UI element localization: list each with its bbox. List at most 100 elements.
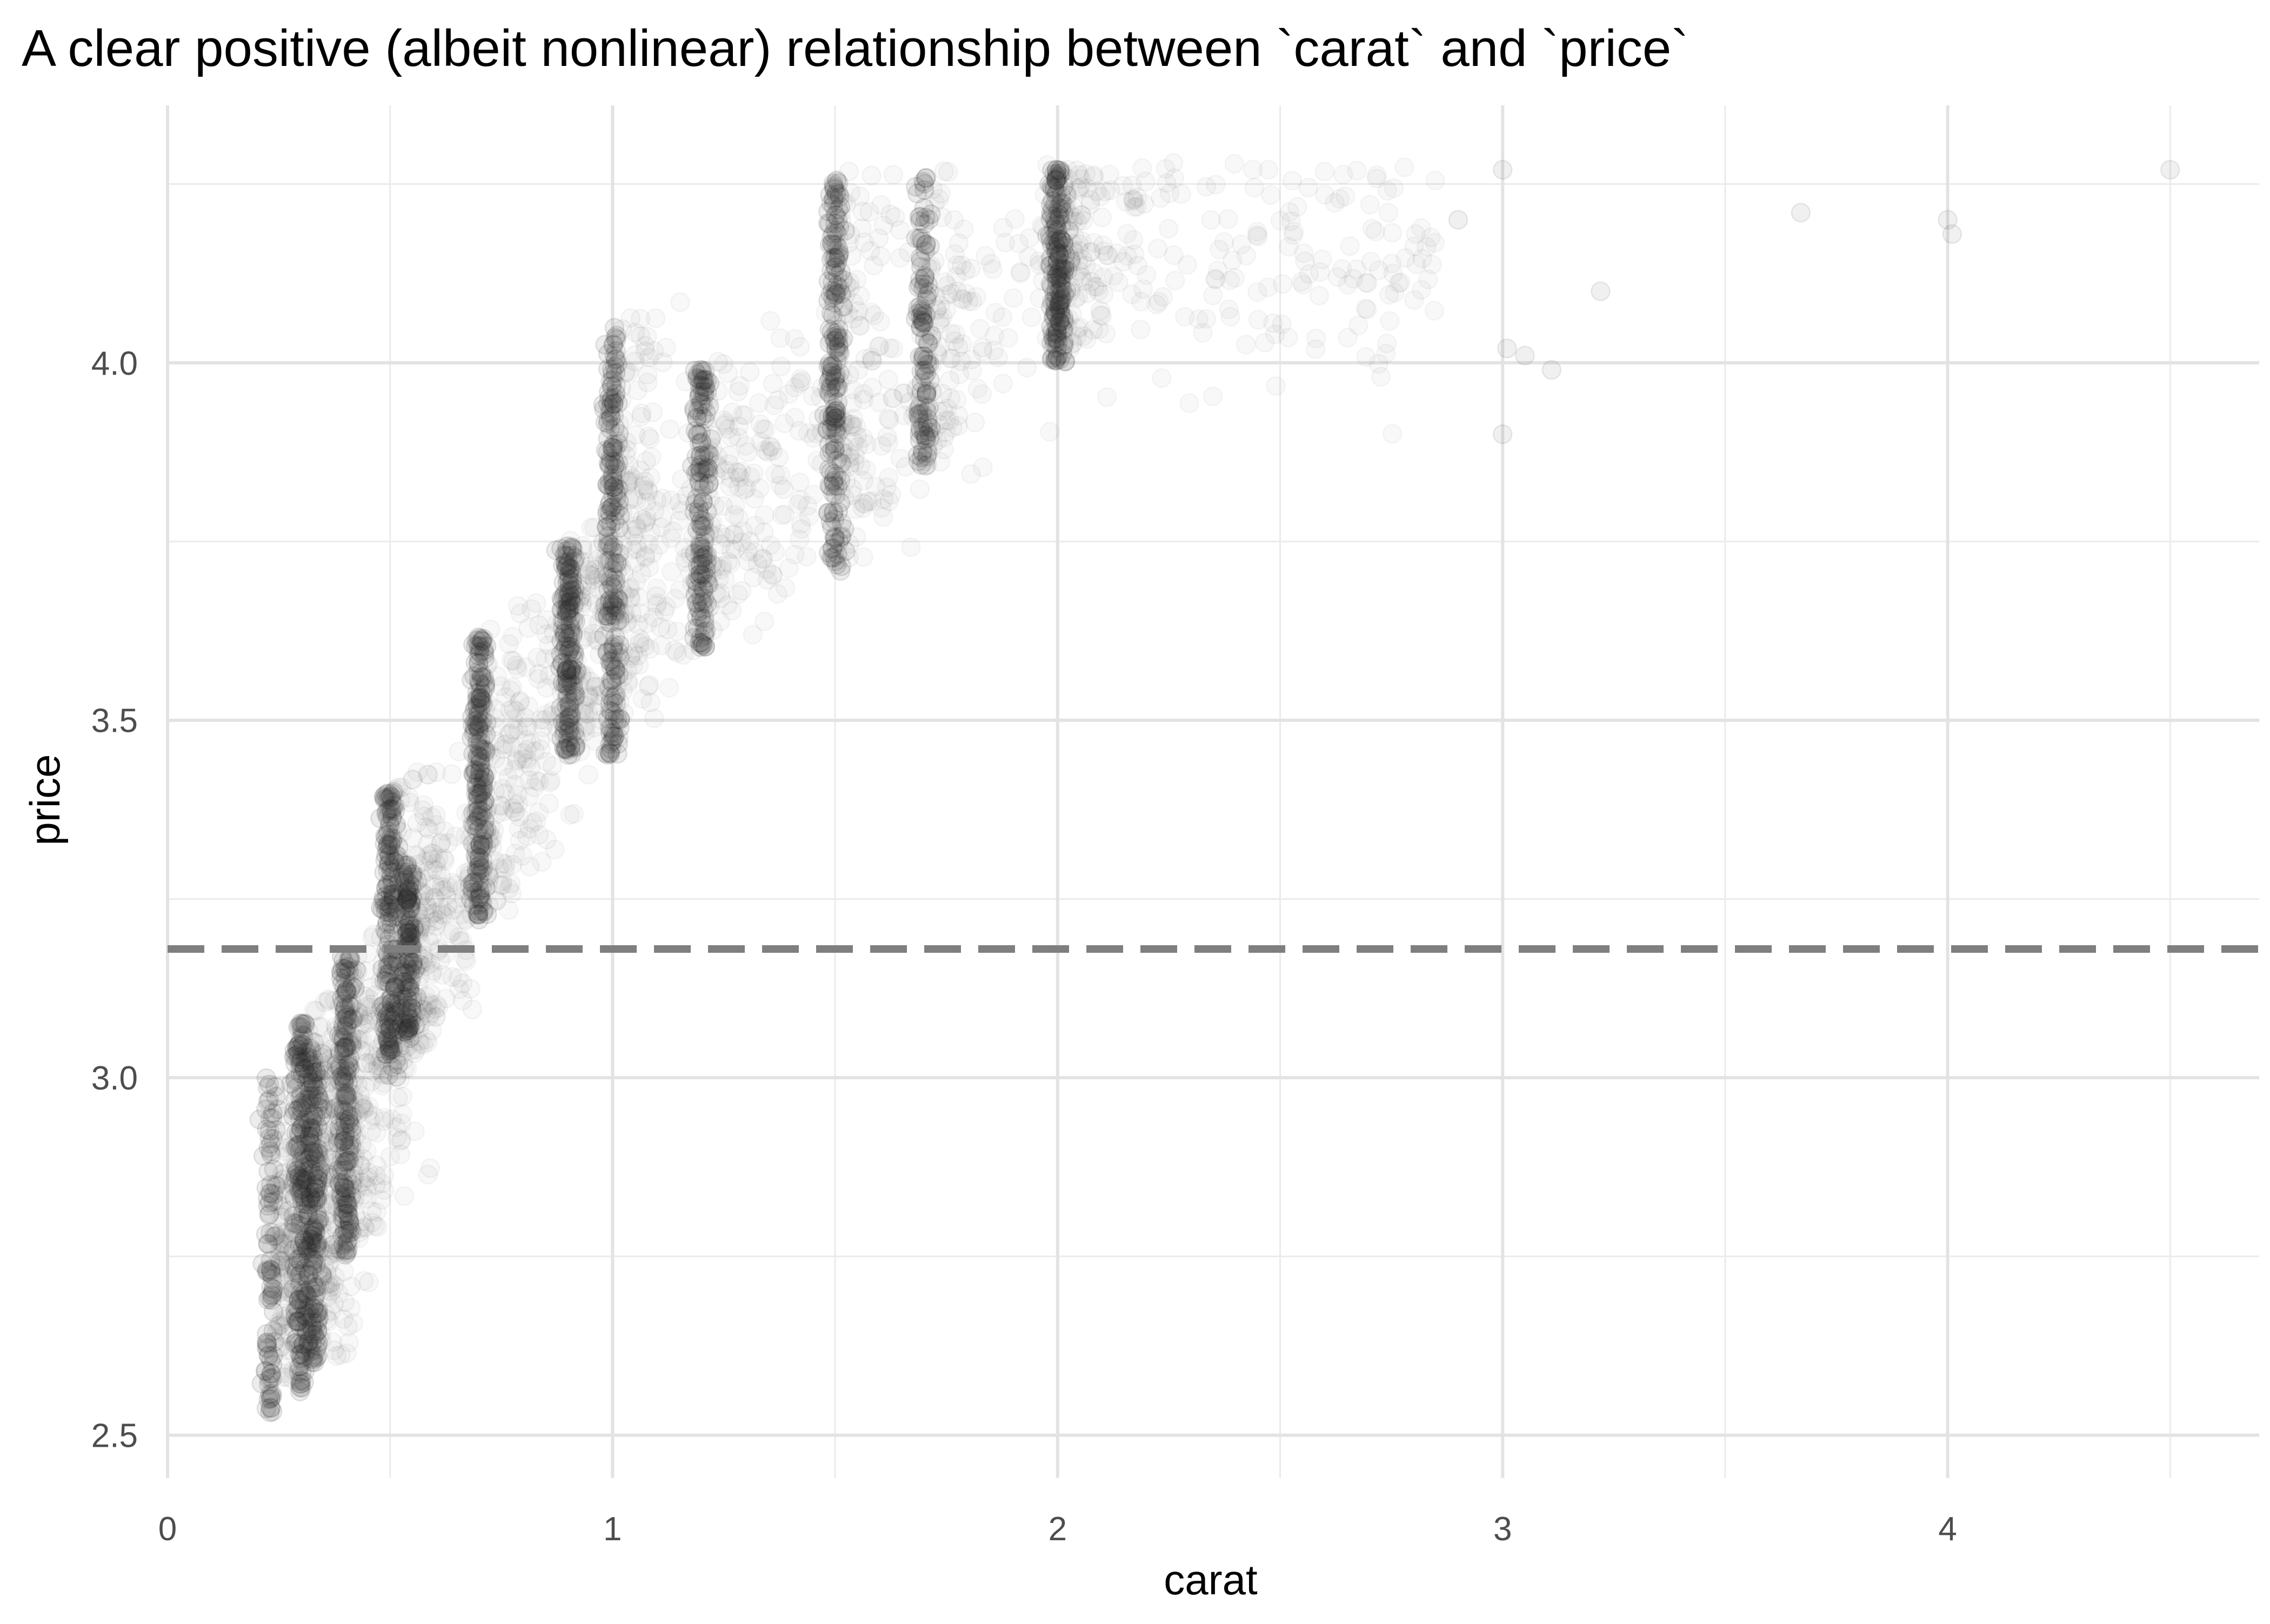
- scatter-point: [300, 1187, 320, 1207]
- y-tick-label: 3.0: [91, 1060, 138, 1097]
- scatter-point: [318, 1254, 338, 1274]
- scatter-point: [306, 1257, 326, 1278]
- scatter-point: [1149, 291, 1169, 312]
- scatter-point: [308, 1246, 328, 1266]
- scatter-point: [1236, 335, 1256, 355]
- scatter-point: [662, 562, 682, 582]
- scatter-point: [259, 1346, 279, 1366]
- scatter-point: [292, 1238, 313, 1259]
- scatter-point: [259, 1205, 279, 1225]
- scatter-point: [1247, 222, 1267, 242]
- scatter-point: [324, 1275, 344, 1295]
- scatter-point: [289, 1265, 309, 1286]
- scatter-point: [305, 1217, 325, 1238]
- scatter-point: [263, 1191, 283, 1212]
- scatter-point: [290, 1134, 311, 1154]
- scatter-point: [306, 1177, 326, 1197]
- scatter-point: [721, 539, 741, 559]
- scatter-point: [292, 1362, 312, 1383]
- scatter-point: [307, 1187, 327, 1207]
- scatter-point: [689, 499, 709, 519]
- scatter-point: [304, 1295, 325, 1315]
- scatter-point: [309, 1061, 329, 1081]
- grid-layer: [166, 105, 2259, 1478]
- scatter-point: [304, 1326, 324, 1346]
- scatter-point: [382, 830, 402, 850]
- scatter-point: [322, 1273, 342, 1293]
- scatter-point: [555, 681, 575, 701]
- scatter-point: [298, 1051, 319, 1071]
- scatter-point: [637, 613, 658, 633]
- scatter-point: [301, 1194, 322, 1214]
- scatter-point: [985, 303, 1005, 323]
- scatter-point: [290, 1125, 310, 1145]
- scatter-point: [304, 1182, 325, 1203]
- scatter-point: [301, 1296, 321, 1316]
- scatter-point: [272, 1336, 292, 1356]
- scatter-point: [291, 1378, 312, 1398]
- scatter-point: [339, 1033, 359, 1053]
- scatter-point: [1515, 345, 1535, 366]
- scatter-point: [308, 1333, 329, 1353]
- scatter-point: [280, 1282, 301, 1303]
- scatter-point: [1368, 353, 1389, 374]
- scatter-point: [305, 1278, 325, 1298]
- scatter-point: [526, 811, 546, 831]
- scatter-point: [262, 1368, 283, 1388]
- scatter-point: [342, 961, 363, 981]
- scatter-point: [392, 1086, 413, 1107]
- scatter-point: [298, 1333, 318, 1354]
- scatter-point: [269, 1131, 289, 1151]
- scatter-point: [259, 1074, 279, 1094]
- x-tick-label: 2: [1049, 1511, 1067, 1548]
- scatter-point: [335, 1126, 355, 1147]
- scatter-point: [304, 1145, 324, 1165]
- scatter-point: [283, 1222, 303, 1242]
- scatter-point: [290, 1180, 310, 1201]
- scatter-point: [304, 1049, 324, 1070]
- scatter-point: [358, 1162, 378, 1182]
- scatter-point: [1005, 209, 1025, 229]
- scatter-point: [317, 1309, 337, 1329]
- scatter-point: [1347, 161, 1367, 181]
- scatter-point: [394, 1186, 415, 1206]
- scatter-point: [728, 382, 748, 402]
- scatter-point: [306, 1245, 326, 1265]
- scatter-point: [302, 1072, 323, 1092]
- scatter-point: [302, 1065, 322, 1085]
- scatter-point: [286, 1328, 306, 1349]
- scatter-point: [319, 1255, 339, 1275]
- scatter-point: [839, 162, 859, 182]
- scatter-point: [1425, 170, 1445, 191]
- scatter-point: [585, 731, 606, 751]
- scatter-point: [910, 479, 930, 499]
- scatter-point: [305, 1149, 325, 1169]
- scatter-point: [290, 1109, 310, 1129]
- scatter-point: [335, 1058, 355, 1078]
- scatter-point: [264, 1185, 284, 1205]
- scatter-point: [306, 1329, 326, 1349]
- scatter-point: [306, 1107, 326, 1127]
- scatter-point: [299, 1148, 319, 1169]
- scatter-point: [298, 1058, 318, 1079]
- scatter-point: [296, 1301, 316, 1322]
- scatter-point: [921, 259, 941, 279]
- scatter-point: [901, 537, 921, 557]
- scatter-point: [531, 710, 551, 730]
- scatter-point: [998, 328, 1018, 348]
- scatter-point: [297, 1322, 317, 1342]
- y-tick-label: 3.5: [91, 703, 138, 740]
- scatter-point: [288, 1099, 308, 1120]
- scatter-point: [292, 1025, 312, 1045]
- scatter-point: [299, 1304, 319, 1324]
- scatter-point: [266, 1176, 286, 1196]
- scatter-point: [291, 1093, 312, 1113]
- scatter-point: [1248, 310, 1268, 330]
- x-tick-label: 4: [1938, 1511, 1957, 1548]
- scatter-point: [656, 337, 676, 358]
- scatter-point: [283, 1240, 303, 1261]
- scatter-point: [259, 1288, 279, 1308]
- scatter-point: [423, 859, 444, 879]
- scatter-point: [294, 1230, 314, 1251]
- scatter-point: [262, 1108, 283, 1128]
